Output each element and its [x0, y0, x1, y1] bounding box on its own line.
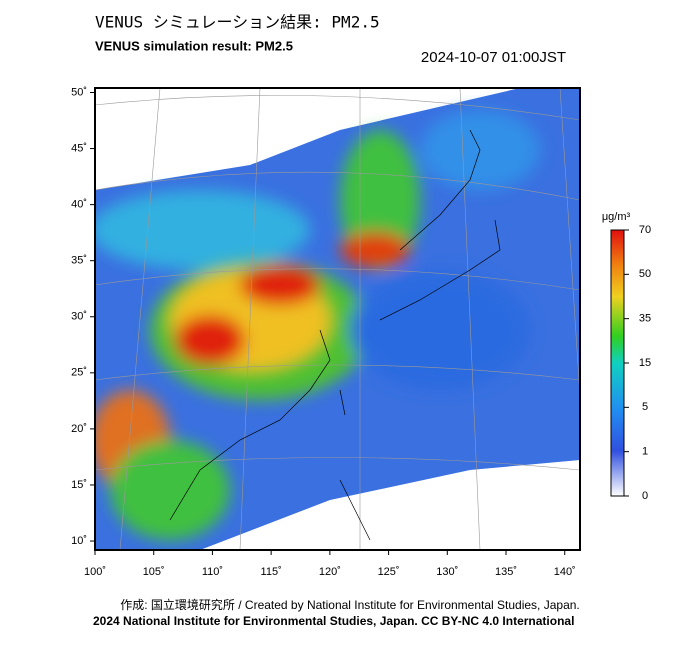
- credit: 作成: 国立環境研究所 / Created by National Instit…: [120, 597, 580, 612]
- x-tick-label: 140˚: [554, 566, 576, 578]
- y-tick-label: 20˚: [71, 423, 87, 435]
- map-frame: [94, 87, 581, 551]
- colorbar-tick-label: 5: [642, 401, 648, 413]
- timestamp: 2024-10-07 01:00JST: [421, 49, 566, 66]
- y-tick-label: 50˚: [71, 86, 87, 98]
- colorbar-tick-label: 35: [639, 313, 651, 325]
- colorbar-tick-label: 1: [642, 446, 648, 458]
- colorbar-tick-label: 50: [639, 268, 651, 280]
- colorbar-unit: μg/m³: [602, 211, 631, 223]
- y-tick-label: 10˚: [71, 535, 87, 547]
- map-field: [95, 88, 580, 550]
- y-tick-label: 15˚: [71, 479, 87, 491]
- y-tick-label: 45˚: [71, 142, 87, 154]
- x-tick-label: 100˚: [84, 566, 106, 578]
- copyright: 2024 National Institute for Environmenta…: [93, 614, 574, 628]
- x-tick-label: 120˚: [319, 566, 341, 578]
- x-tick-label: 125˚: [378, 566, 400, 578]
- x-tick-label: 110˚: [202, 566, 223, 578]
- y-tick-label: 25˚: [71, 367, 87, 379]
- colorbar: [610, 229, 625, 497]
- x-tick-label: 115˚: [261, 566, 282, 578]
- colorbar-tick-label: 0: [642, 490, 648, 502]
- title: VENUS シミュレーション結果: PM2.5: [95, 13, 380, 32]
- x-tick-label: 105˚: [143, 566, 165, 578]
- y-tick-label: 35˚: [71, 255, 87, 267]
- x-tick-label: 130˚: [436, 566, 458, 578]
- colorbar-tick-label: 70: [639, 224, 651, 236]
- subtitle: VENUS simulation result: PM2.5: [95, 38, 293, 53]
- colorbar-tick-label: 15: [639, 357, 651, 369]
- y-tick-label: 40˚: [71, 199, 87, 211]
- y-tick-label: 30˚: [71, 311, 87, 323]
- x-tick-label: 135˚: [495, 566, 517, 578]
